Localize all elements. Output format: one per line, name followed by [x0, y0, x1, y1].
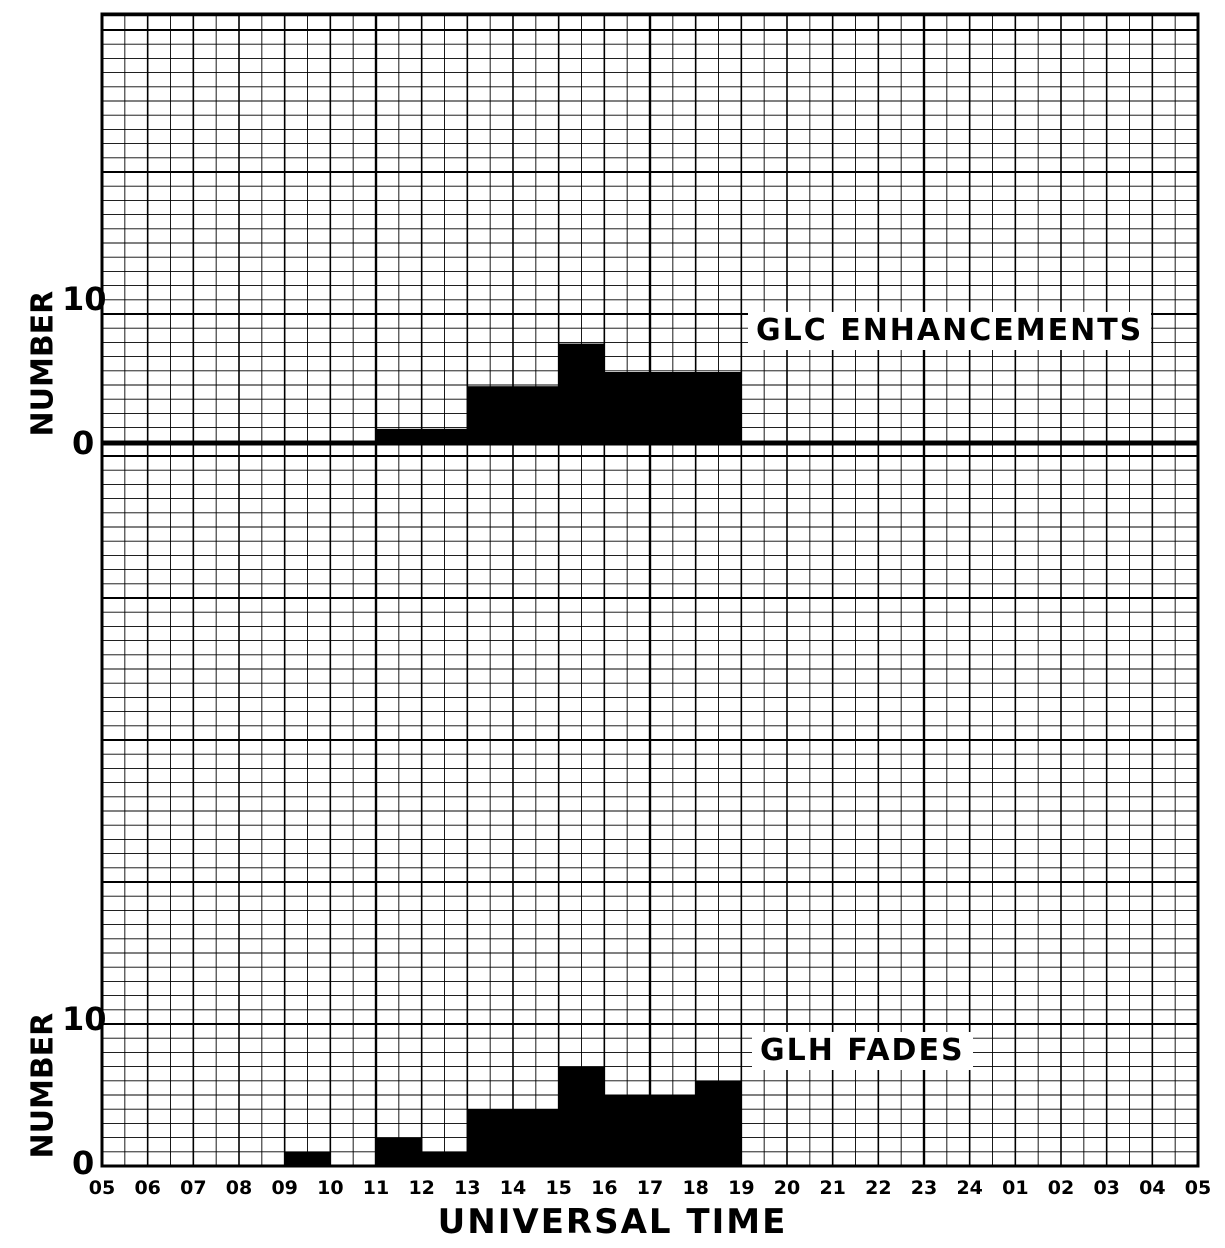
- x-tick-label: 23: [911, 1177, 937, 1199]
- x-tick-label: 07: [180, 1177, 206, 1199]
- x-tick-label: 02: [1048, 1177, 1074, 1199]
- glc-bar: [421, 428, 468, 443]
- plot-frame: [100, 12, 1200, 1168]
- glc-bar: [695, 372, 742, 443]
- grid-major: [100, 14, 1200, 1167]
- chart-title-glc: GLC ENHANCEMENTS: [748, 312, 1152, 350]
- glc-bar: [467, 386, 513, 443]
- x-tick-label: 12: [408, 1177, 434, 1199]
- x-tick-label: 06: [134, 1177, 160, 1199]
- x-tick-label: 16: [591, 1177, 617, 1199]
- x-tick-label: 09: [271, 1177, 297, 1199]
- x-tick-label: 01: [1002, 1177, 1028, 1199]
- glh-bar: [513, 1109, 559, 1166]
- glh-bar: [558, 1066, 605, 1166]
- y-tick-top-0: 0: [72, 424, 95, 462]
- x-tick-label: 05: [89, 1177, 115, 1199]
- x-tick-label: 22: [865, 1177, 891, 1199]
- x-axis-label: UNIVERSAL TIME: [437, 1202, 788, 1242]
- x-tick-label: 21: [819, 1177, 845, 1199]
- glh-bar: [376, 1137, 422, 1166]
- x-tick-label: 08: [226, 1177, 252, 1199]
- y-tick-bottom-10: 10: [62, 1000, 107, 1038]
- x-tick-label: 24: [956, 1177, 982, 1199]
- x-tick-label: 03: [1093, 1177, 1119, 1199]
- y-axis-label-bottom: NUMBER: [25, 1012, 61, 1159]
- x-tick-label: 19: [728, 1177, 754, 1199]
- glc-bar: [376, 428, 422, 443]
- glh-bar: [467, 1109, 513, 1166]
- frame-border: [100, 12, 1200, 1168]
- x-tick-label: 11: [363, 1177, 389, 1199]
- glc-bar: [558, 343, 605, 443]
- y-tick-top-10: 10: [62, 280, 107, 318]
- x-tick-label: 13: [454, 1177, 480, 1199]
- bars: [284, 343, 742, 1166]
- x-tick-label: 20: [774, 1177, 800, 1199]
- x-tick-label: 10: [317, 1177, 343, 1199]
- x-tick-label: 04: [1139, 1177, 1165, 1199]
- chart-title-glh: GLH FADES: [752, 1032, 973, 1070]
- glc-bar: [513, 386, 559, 443]
- y-axis-label-top: NUMBER: [25, 290, 61, 437]
- x-tick-label: 18: [682, 1177, 708, 1199]
- tick-labels: 05 06 07 08 09 10 11 12 13 14 15 16 17 18 19 20 21 22 23 24…: [89, 1177, 1211, 1199]
- glh-bar: [650, 1095, 696, 1166]
- glh-bar: [604, 1095, 650, 1166]
- x-tick-label: 05: [1185, 1177, 1211, 1199]
- y-tick-bottom-0: 0: [72, 1144, 95, 1182]
- x-tick-label: 14: [500, 1177, 526, 1199]
- glh-bar: [284, 1151, 331, 1166]
- glc-bar: [604, 372, 650, 443]
- glh-bar: [695, 1080, 742, 1166]
- x-tick-label: 17: [637, 1177, 663, 1199]
- glh-bar: [421, 1151, 468, 1166]
- glc-bar: [650, 372, 696, 443]
- x-tick-label: 15: [545, 1177, 571, 1199]
